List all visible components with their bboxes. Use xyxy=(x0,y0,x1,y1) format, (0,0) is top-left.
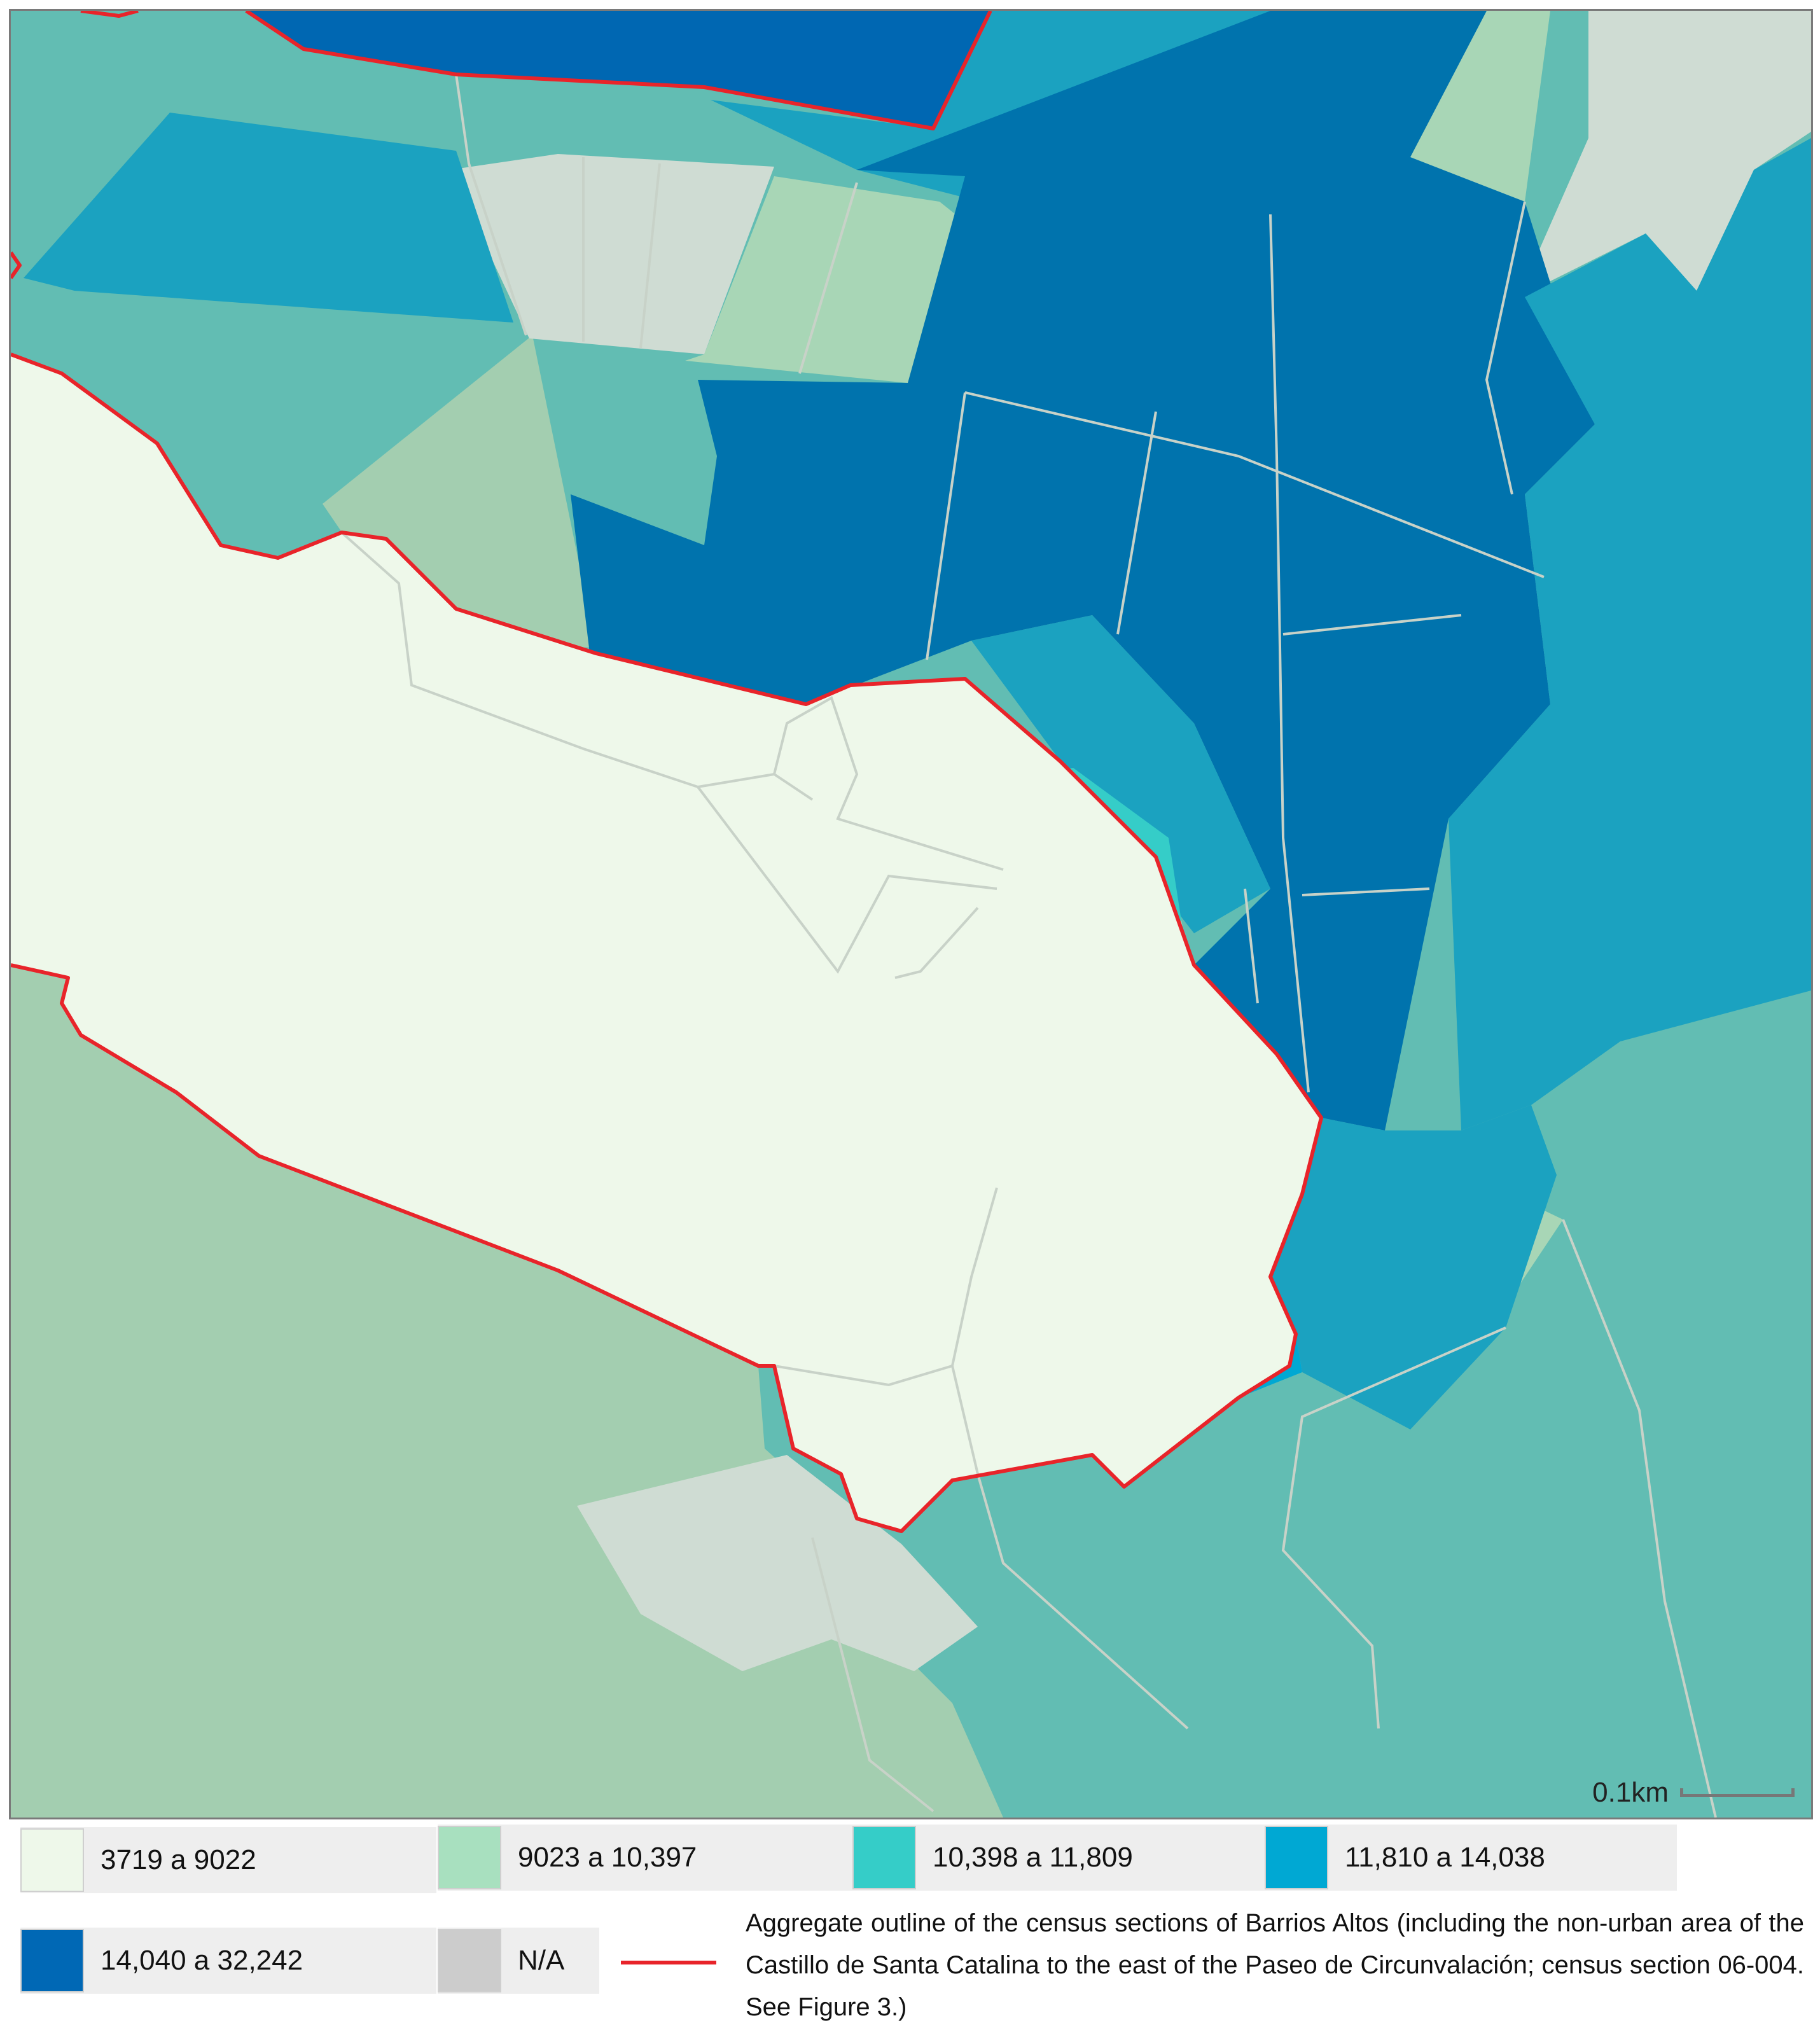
region-blue-northwest xyxy=(24,113,513,323)
legend-swatch xyxy=(438,1929,501,1992)
legend-swatch xyxy=(20,1828,84,1892)
legend-swatch xyxy=(1265,1826,1328,1889)
legend-item-class-4: 11,810 a 14,038 xyxy=(1265,1825,1677,1891)
legend-swatch xyxy=(852,1826,916,1889)
region-darkblue-top xyxy=(246,11,990,129)
legend-label: N/A xyxy=(518,1945,565,1976)
section-boundaries xyxy=(340,74,1717,1818)
legend-label: 10,398 a 11,809 xyxy=(933,1842,1133,1873)
legend-swatch xyxy=(438,1826,501,1889)
region-blue-southeast xyxy=(1270,1105,1557,1429)
region-na-north xyxy=(450,154,774,354)
legend-item-class-3: 10,398 a 11,809 xyxy=(852,1825,1265,1891)
legend-item-class-2: 9023 a 10,397 xyxy=(438,1825,854,1891)
scale-indicator: 0.1km xyxy=(1592,1777,1795,1809)
barrios-altos-outline xyxy=(11,11,1323,1533)
region-na-northeast xyxy=(1518,11,1811,297)
region-blue-center xyxy=(971,615,1270,933)
legend-outline-description: Aggregate outline of the census sections… xyxy=(746,1909,1804,2021)
legend-item-na: N/A xyxy=(438,1928,599,1994)
scale-label: 0.1km xyxy=(1592,1777,1669,1808)
legend-label: 11,810 a 14,038 xyxy=(1345,1842,1545,1873)
region-na-south xyxy=(577,1455,978,1671)
region-blue-east xyxy=(1448,138,1811,1130)
region-barrios-altos xyxy=(11,354,1321,1531)
map-canvas xyxy=(11,11,1811,1818)
legend-outline-line xyxy=(621,1961,716,1964)
scale-bar xyxy=(1680,1788,1795,1797)
legend-label: 3719 a 9022 xyxy=(101,1844,256,1875)
legend-label: 14,040 a 32,242 xyxy=(101,1945,303,1976)
choropleth-map[interactable]: 0.1km xyxy=(9,9,1813,1819)
legend-item-class-5: 14,040 a 32,242 xyxy=(20,1928,436,1994)
region-darkblue-center xyxy=(571,11,1595,1130)
legend-label: 9023 a 10,397 xyxy=(518,1842,697,1873)
legend-item-class-1: 3719 a 9022 xyxy=(20,1827,436,1893)
legend-swatch xyxy=(20,1929,84,1992)
